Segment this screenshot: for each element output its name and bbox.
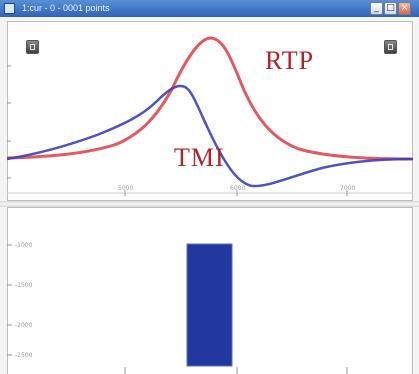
top-plot: 5000 6000 7000 RTP TMI — [7, 21, 413, 201]
top-x-tick-label: 6000 — [230, 185, 245, 192]
minimize-button[interactable]: _ — [370, 2, 383, 15]
rtp-curve — [7, 36, 413, 161]
top-plot-pane[interactable]: 5000 6000 7000 RTP TMI — [7, 21, 413, 201]
maximize-button[interactable]: □ — [384, 2, 397, 15]
top-plot-frame — [7, 21, 413, 201]
bottom-plot: -1000 -1500 -2000 -2500 — [7, 207, 413, 374]
tool-square-icon — [30, 44, 35, 50]
top-x-tick-label: 7000 — [340, 185, 355, 192]
rtp-label: RTP — [265, 46, 314, 75]
tmi-curve — [7, 84, 413, 188]
left-tool-button[interactable] — [26, 40, 39, 54]
title-bar[interactable]: 1:cur - 0 - 0001 points _ □ × — [0, 0, 419, 17]
bottom-y-tick-label: -2500 — [15, 352, 33, 359]
window-title: 1:cur - 0 - 0001 points — [22, 3, 110, 13]
tmi-label: TMI — [174, 143, 225, 172]
top-x-tick-label: 5000 — [118, 185, 133, 192]
close-button[interactable]: × — [398, 2, 411, 15]
bottom-plot-pane[interactable]: -1000 -1500 -2000 -2500 — [7, 207, 413, 374]
app-icon — [4, 3, 15, 14]
tool-square-icon — [388, 44, 393, 50]
bottom-y-tick-label: -2000 — [15, 322, 33, 329]
bottom-y-tick-label: -1000 — [15, 242, 33, 249]
bottom-y-tick-label: -1500 — [15, 282, 33, 289]
source-body-block[interactable] — [186, 243, 233, 367]
right-tool-button[interactable] — [384, 40, 397, 54]
pane-splitter[interactable] — [0, 201, 419, 207]
